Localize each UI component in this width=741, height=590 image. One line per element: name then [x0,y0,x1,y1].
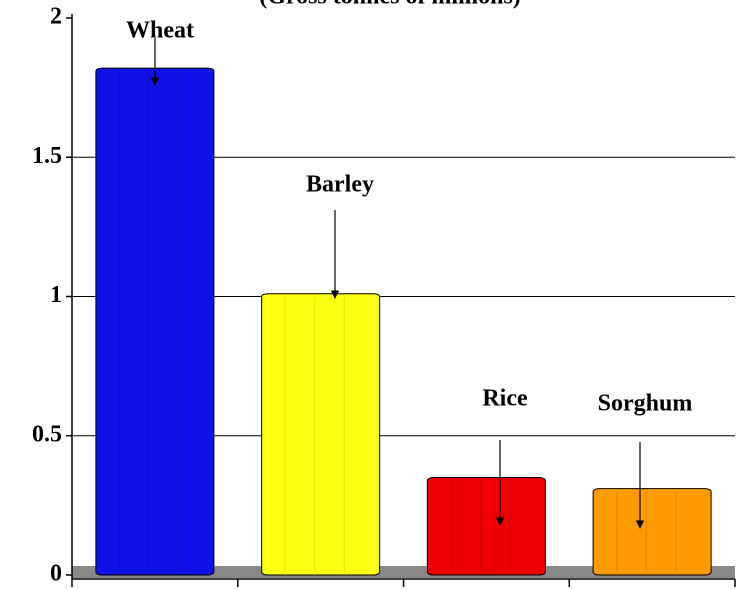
y-tick-label: 2 [50,4,62,30]
category-label: Sorghum [598,391,693,417]
category-label: Wheat [126,18,194,44]
y-tick-label: 0.5 [32,421,62,447]
y-tick-label: 1 [50,282,62,308]
floor [72,566,735,578]
y-tick-label: 0 [50,561,62,587]
bar [95,67,215,576]
y-tick-label: 1.5 [32,143,62,169]
category-label: Rice [482,386,528,412]
category-label: Barley [306,172,374,198]
bar [426,477,546,576]
chart-subtitle: (Gross tonnes of millions) [259,0,521,10]
bar [261,293,381,576]
bar [592,488,712,576]
